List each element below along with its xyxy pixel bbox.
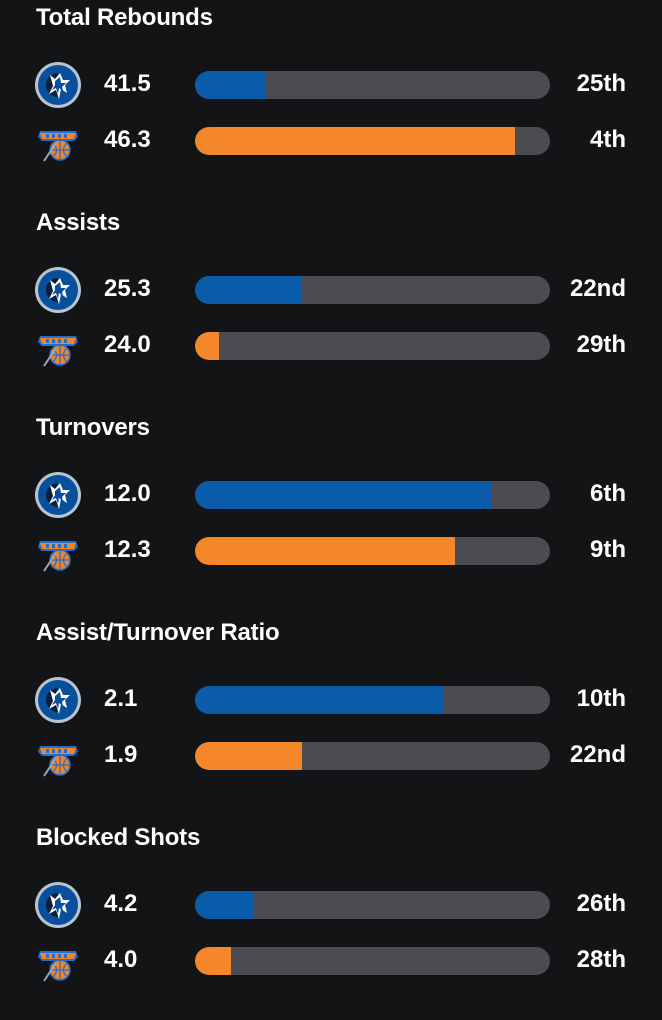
bar-track <box>195 127 550 155</box>
knicks-logo-icon <box>34 322 82 370</box>
bar-track <box>195 276 550 304</box>
stat-section-assist-turnover-ratio: Assist/Turnover Ratio 2.1 10th 1.9 22nd <box>0 615 662 815</box>
stat-value: 1.9 <box>104 741 138 768</box>
bar-track <box>195 742 550 770</box>
mavericks-logo-icon <box>34 881 82 929</box>
team-row-dallas: 41.5 25th <box>0 60 662 110</box>
section-title: Assists <box>36 209 120 236</box>
team-row-newyork: 12.3 9th <box>0 526 662 576</box>
stat-value: 4.0 <box>104 946 138 973</box>
bar-fill <box>195 537 455 565</box>
knicks-logo-icon <box>34 732 82 780</box>
bar-fill <box>195 481 491 509</box>
stat-value: 25.3 <box>104 275 151 302</box>
mavericks-logo-icon <box>34 676 82 724</box>
bar-fill <box>195 127 515 155</box>
knicks-logo-icon <box>34 527 82 575</box>
team-row-dallas: 25.3 22nd <box>0 265 662 315</box>
bar-fill <box>195 742 302 770</box>
bar-fill <box>195 276 302 304</box>
section-title: Assist/Turnover Ratio <box>36 619 280 646</box>
stat-section-turnovers: Turnovers 12.0 6th 12.3 9th <box>0 410 662 610</box>
bar-track <box>195 332 550 360</box>
stat-value: 4.2 <box>104 890 138 917</box>
bar-fill <box>195 891 254 919</box>
rank-label: 22nd <box>569 275 626 302</box>
stat-value: 24.0 <box>104 331 151 358</box>
rank-label: 9th <box>590 536 626 563</box>
bar-track <box>195 947 550 975</box>
bar-track <box>195 891 550 919</box>
bar-fill <box>195 947 231 975</box>
rank-label: 4th <box>590 126 626 153</box>
rank-label: 29th <box>576 331 626 358</box>
rank-label: 10th <box>576 685 626 712</box>
stat-value: 2.1 <box>104 685 138 712</box>
bar-fill <box>195 71 266 99</box>
rank-label: 28th <box>576 946 626 973</box>
team-row-newyork: 24.0 29th <box>0 321 662 371</box>
team-row-newyork: 4.0 28th <box>0 936 662 986</box>
section-title: Turnovers <box>36 414 150 441</box>
knicks-logo-icon <box>34 117 82 165</box>
section-title: Blocked Shots <box>36 824 201 851</box>
bar-track <box>195 686 550 714</box>
team-row-newyork: 1.9 22nd <box>0 731 662 781</box>
stat-value: 12.3 <box>104 536 151 563</box>
bar-track <box>195 537 550 565</box>
knicks-logo-icon <box>34 937 82 985</box>
bar-fill <box>195 332 219 360</box>
team-row-newyork: 46.3 4th <box>0 116 662 166</box>
rank-label: 26th <box>576 890 626 917</box>
mavericks-logo-icon <box>34 471 82 519</box>
section-title: Total Rebounds <box>36 4 213 31</box>
stat-section-blocked-shots: Blocked Shots 4.2 26th 4.0 28th <box>0 820 662 1020</box>
stat-section-total-rebounds: Total Rebounds 41.5 25th 46.3 4th <box>0 0 662 200</box>
team-row-dallas: 2.1 10th <box>0 675 662 725</box>
rank-label: 25th <box>576 70 626 97</box>
bar-track <box>195 481 550 509</box>
mavericks-logo-icon <box>34 266 82 314</box>
rank-label: 22nd <box>569 741 626 768</box>
bar-fill <box>195 686 443 714</box>
stat-value: 41.5 <box>104 70 151 97</box>
bar-track <box>195 71 550 99</box>
team-row-dallas: 12.0 6th <box>0 470 662 520</box>
rank-label: 6th <box>590 480 626 507</box>
stat-value: 12.0 <box>104 480 151 507</box>
stat-value: 46.3 <box>104 126 151 153</box>
mavericks-logo-icon <box>34 61 82 109</box>
stat-section-assists: Assists 25.3 22nd 24.0 29th <box>0 205 662 405</box>
team-row-dallas: 4.2 26th <box>0 880 662 930</box>
